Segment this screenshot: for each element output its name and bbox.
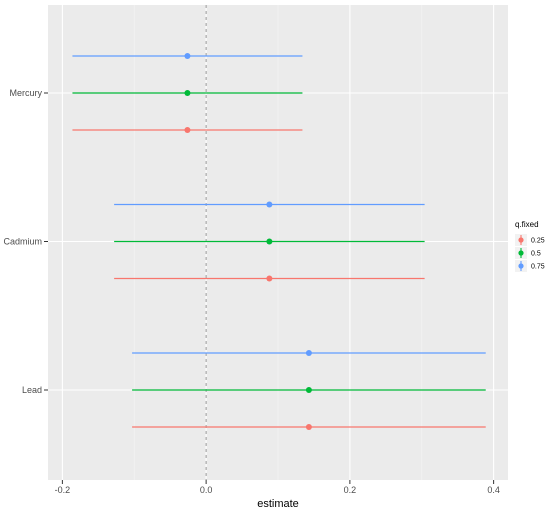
legend-title: q.fixed (515, 220, 539, 229)
legend-key-point (518, 237, 524, 243)
legend-key-point (518, 263, 524, 269)
legend-key-point (518, 250, 524, 256)
estimate-point (184, 127, 191, 133)
y-tick-label: Mercury (9, 88, 42, 98)
legend-label: 0.5 (531, 251, 541, 258)
x-axis-title: estimate (257, 498, 299, 510)
estimate-point (305, 350, 312, 356)
estimate-point (266, 238, 273, 245)
estimate-point (266, 275, 273, 282)
x-tick-label: 0.2 (344, 485, 357, 495)
y-tick-label: Lead (22, 385, 42, 395)
estimate-point (305, 387, 312, 393)
estimate-point (305, 424, 312, 430)
legend-label: 0.75 (531, 264, 545, 271)
estimate-point (184, 90, 191, 96)
y-tick-label: Cadmium (3, 237, 42, 247)
estimate-point (184, 53, 191, 59)
x-tick-label: -0.2 (55, 485, 71, 495)
legend-label: 0.25 (531, 238, 545, 245)
x-tick-label: 0.4 (487, 485, 500, 495)
x-tick-label: 0.0 (200, 485, 213, 495)
estimate-point (266, 201, 273, 208)
